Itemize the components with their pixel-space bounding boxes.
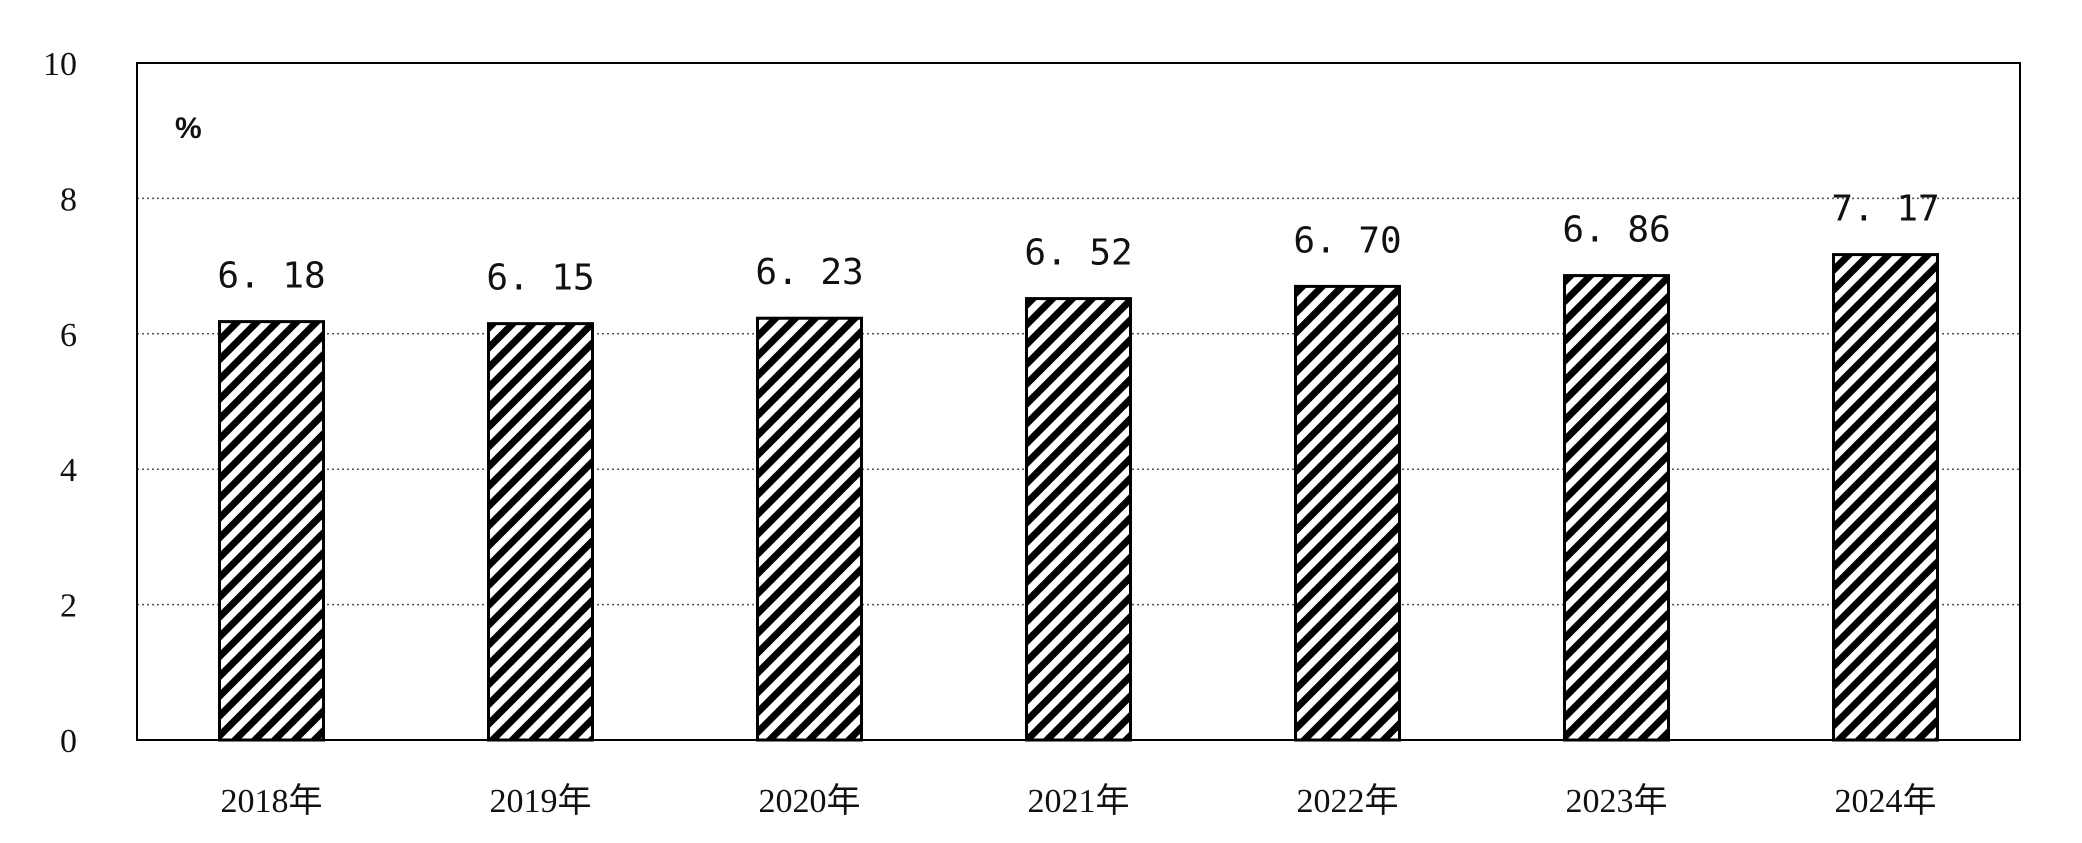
- y-tick-label: 6: [60, 317, 77, 354]
- x-tick-label: 2018年: [221, 782, 323, 820]
- y-tick-label: 0: [60, 723, 77, 760]
- y-unit-label: %: [175, 112, 202, 145]
- bar: [1294, 284, 1401, 742]
- y-tick-label: 4: [60, 452, 77, 489]
- data-label: 6. 15: [486, 258, 594, 299]
- bar: [1025, 297, 1132, 742]
- bar: [218, 320, 325, 742]
- bars: [218, 253, 1939, 742]
- y-tick-label: 8: [60, 181, 77, 218]
- x-tick-label: 2019年: [490, 782, 592, 820]
- plot-frame: [136, 62, 2021, 741]
- bar: [1563, 274, 1670, 742]
- data-label: 6. 86: [1562, 210, 1670, 251]
- y-axis-ticks: 0 2 4 6 8 10: [43, 46, 77, 760]
- x-tick-label: 2021年: [1028, 782, 1130, 820]
- y-tick-label: 2: [60, 588, 77, 625]
- y-tick-label: 10: [43, 46, 77, 83]
- x-axis-labels: 2018年 2019年 2020年 2021年 2022年 2023年 2024年: [221, 782, 1937, 820]
- bar: [487, 322, 594, 742]
- data-label: 6. 70: [1293, 220, 1401, 261]
- data-label: 6. 18: [217, 256, 325, 297]
- bar: [756, 316, 863, 742]
- data-labels: 6. 18 6. 15 6. 23 6. 52 6. 70 6. 86 7. 17: [217, 189, 1939, 299]
- x-tick-label: 2020年: [759, 782, 861, 820]
- data-label: 7. 17: [1831, 189, 1939, 230]
- x-tick-label: 2022年: [1297, 782, 1399, 820]
- data-label: 6. 23: [755, 252, 863, 293]
- x-tick-label: 2023年: [1566, 782, 1668, 820]
- x-tick-label: 2024年: [1835, 782, 1937, 820]
- bar: [1832, 253, 1939, 742]
- data-label: 6. 52: [1024, 233, 1132, 274]
